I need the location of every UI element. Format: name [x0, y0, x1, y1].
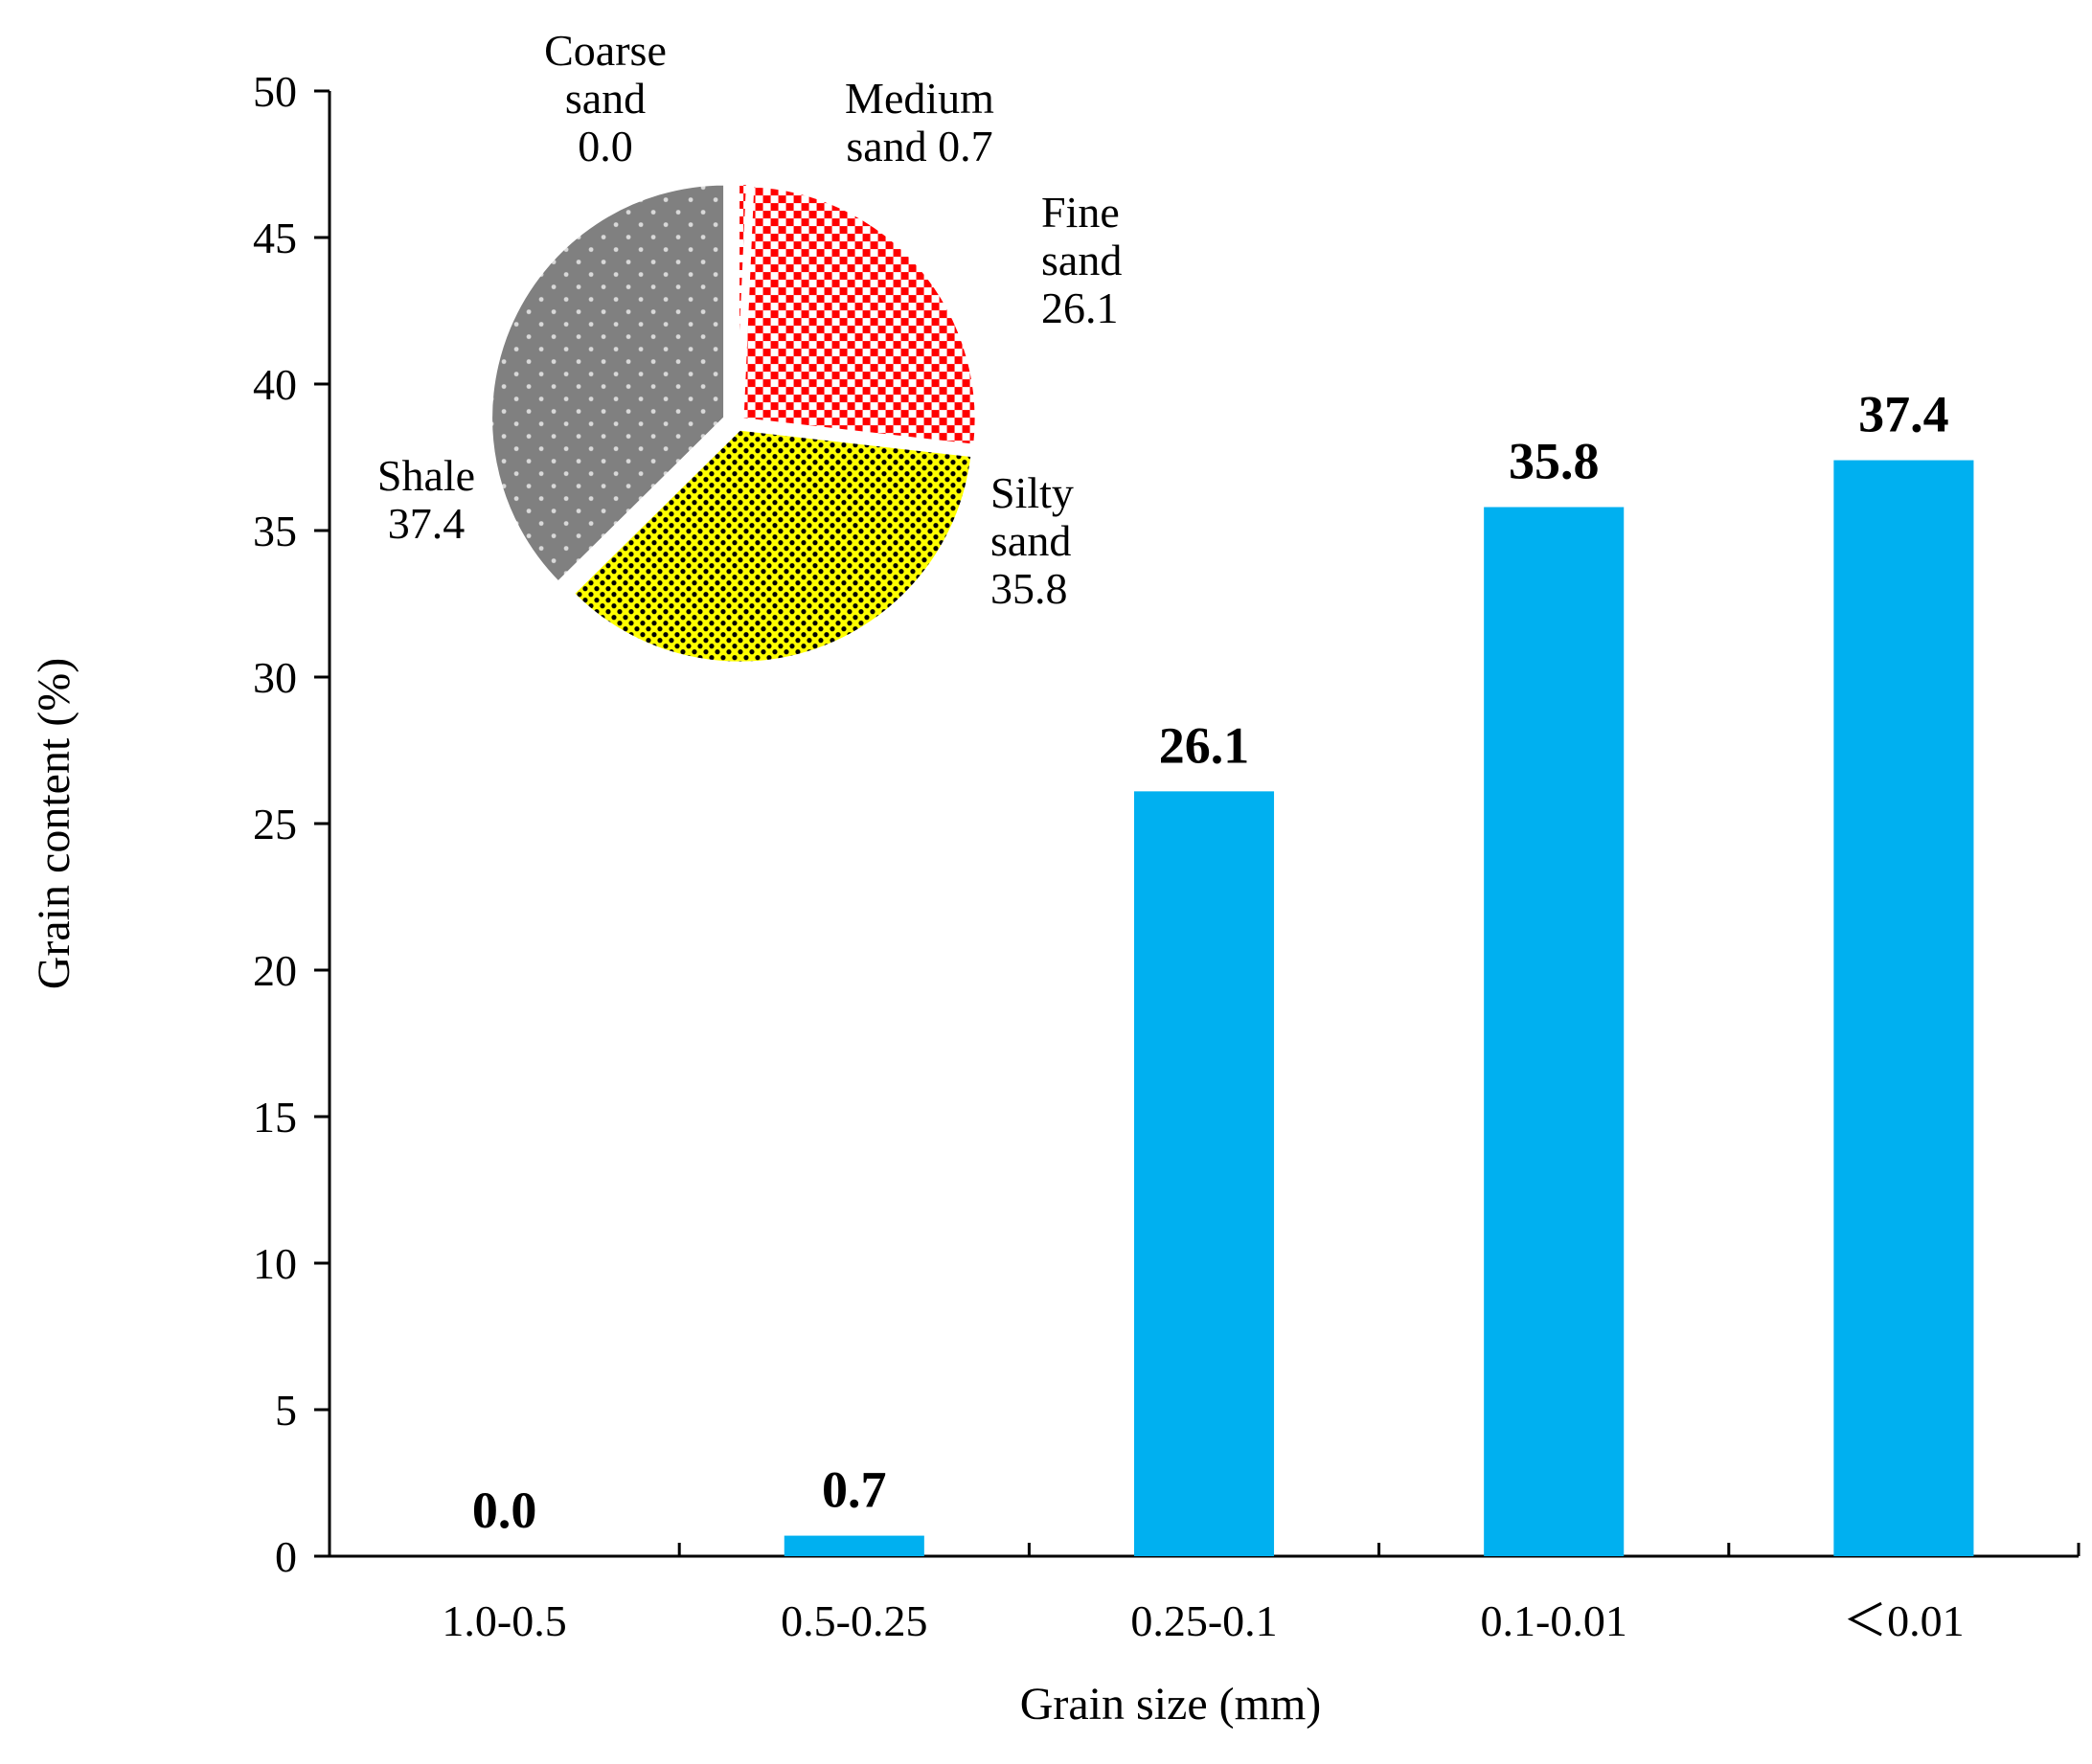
pie-slice: [489, 181, 728, 586]
x-tick-label: 0.5-0.25: [781, 1596, 927, 1645]
bar-value-label: 37.4: [1858, 386, 1949, 443]
bar-value-label: 35.8: [1509, 433, 1600, 490]
y-tick-label: 30: [253, 653, 297, 702]
pie-slice-label: Shale 37.4: [377, 451, 475, 548]
pie-label-line: Medium: [845, 74, 994, 123]
pie-label-line: sand: [990, 516, 1071, 565]
y-tick-label: 10: [253, 1239, 297, 1288]
pie-chart-inset: [489, 181, 979, 666]
pie-slice-label: Silty sand 35.8: [990, 468, 1074, 613]
y-tick-label: 20: [253, 946, 297, 995]
bar-value-label: 26.1: [1159, 716, 1250, 774]
pie-slice: [739, 183, 979, 448]
pie-label-line: sand: [1041, 236, 1122, 284]
pie-label-line: sand: [565, 74, 646, 123]
bar: [1484, 507, 1625, 1556]
y-tick-label: 0: [275, 1532, 297, 1581]
pie-slice: [569, 426, 975, 666]
pie-label-line: sand 0.7: [846, 122, 992, 170]
bar-value-label: 0.0: [472, 1481, 537, 1539]
y-tick-label: 5: [275, 1386, 297, 1435]
y-tick-label: 15: [253, 1093, 297, 1142]
bar-series: [784, 460, 1974, 1556]
bar-value-label: 0.7: [822, 1461, 887, 1519]
pie-slice-label: Medium sand 0.7: [845, 74, 994, 170]
y-tick-label: 45: [253, 214, 297, 262]
bar: [1133, 791, 1275, 1556]
pie-label-line: Fine: [1041, 188, 1120, 237]
x-tick-label: 1.0-0.5: [442, 1596, 566, 1645]
y-tick-label: 50: [253, 67, 297, 116]
pie-slice: [736, 181, 750, 418]
x-tick-label: ＜0.01: [1843, 1596, 1965, 1645]
y-tick-label: 40: [253, 360, 297, 409]
x-tick-label: 0.25-0.1: [1130, 1596, 1277, 1645]
bar: [784, 1535, 924, 1556]
pie-label-line: Shale: [377, 451, 475, 500]
y-axis-title: Grain content (%): [29, 658, 80, 990]
pie-label-line: Silty: [990, 468, 1074, 517]
pie-slice-label: Coarse sand 0.0: [544, 26, 667, 170]
y-axis-ticks: 0 5 10 15 20 25 30 35 40 45 50: [253, 67, 330, 1581]
y-tick-label: 35: [253, 507, 297, 555]
bar-value-labels: 0.0 0.7 26.1 35.8 37.4: [472, 386, 1949, 1539]
pie-label-line: 0.0: [578, 122, 633, 170]
x-axis-ticks: [677, 1543, 2081, 1556]
x-tick-labels: 1.0-0.5 0.5-0.25 0.25-0.1 0.1-0.01 ＜0.01: [442, 1596, 1964, 1645]
y-tick-label: 25: [253, 800, 297, 848]
bar: [1833, 460, 1974, 1556]
pie-label-line: 35.8: [990, 564, 1068, 613]
x-tick-label: 0.1-0.01: [1481, 1596, 1627, 1645]
pie-label-line: 26.1: [1041, 283, 1119, 332]
pie-slice-label: Fine sand 26.1: [1041, 188, 1122, 332]
pie-label-line: Coarse: [544, 26, 667, 75]
pie-label-line: 37.4: [388, 499, 466, 548]
x-axis-title: Grain size (mm): [1020, 1679, 1322, 1730]
